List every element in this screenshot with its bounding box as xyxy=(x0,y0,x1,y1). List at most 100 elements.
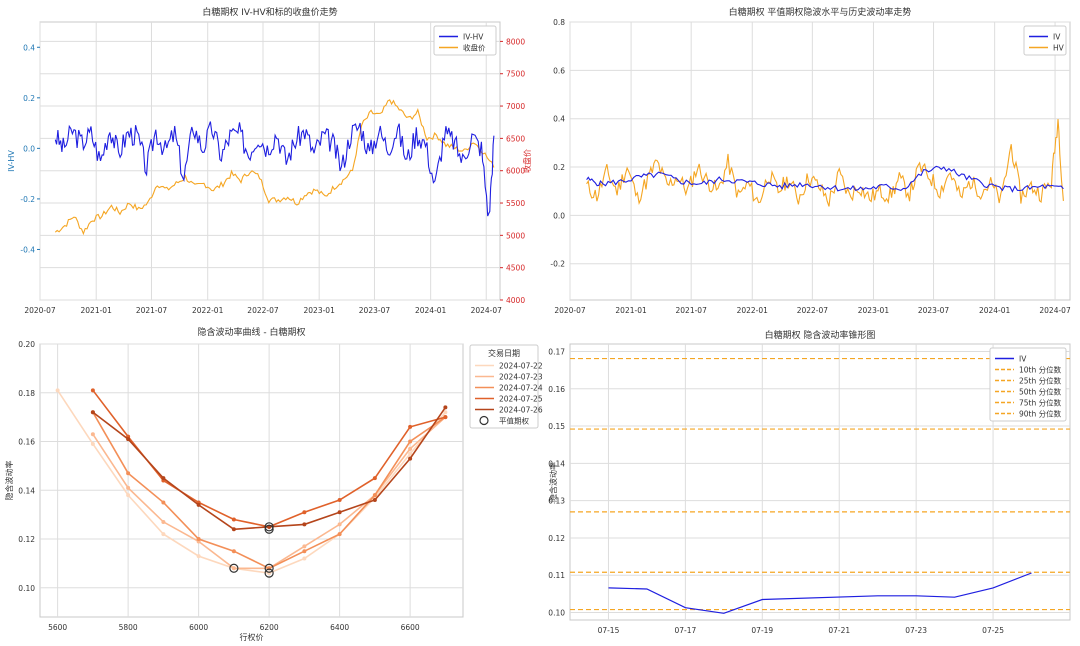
data-point xyxy=(337,522,342,527)
y2-tick-label: 5000 xyxy=(506,231,525,240)
y-tick-label: -0.2 xyxy=(20,195,35,204)
series-line-iv-hv xyxy=(54,121,495,217)
x-tick-label: 2021-07 xyxy=(136,306,168,315)
y-tick-label: 0.10 xyxy=(18,584,35,593)
data-point xyxy=(196,554,201,559)
y-tick-label: -0.4 xyxy=(20,245,35,254)
x-tick-label: 2020-07 xyxy=(24,306,56,315)
data-point xyxy=(126,437,131,442)
data-point xyxy=(90,432,95,437)
y-tick-label: 0.8 xyxy=(553,18,565,27)
x-tick-label: 07-17 xyxy=(674,626,696,635)
y-tick-label: 0.11 xyxy=(548,571,565,580)
legend-label: 2024-07-22 xyxy=(499,362,543,371)
chart-title: 白糖期权 平值期权隐波水平与历史波动率走势 xyxy=(729,6,912,18)
series-line-hv xyxy=(586,119,1064,207)
legend-label: 收盘价 xyxy=(463,43,486,53)
data-point xyxy=(443,405,448,410)
y-tick-label: 0.16 xyxy=(18,438,35,447)
data-point xyxy=(302,556,307,561)
x-tick-label: 2024-07 xyxy=(1039,306,1071,315)
legend-marker xyxy=(479,415,489,426)
legend-label: 2024-07-25 xyxy=(499,395,543,404)
data-point xyxy=(372,493,377,498)
x-tick-label: 2020-07 xyxy=(554,306,586,315)
y-tick-label: 0.4 xyxy=(553,115,565,124)
y-tick-label: 0.2 xyxy=(553,163,565,172)
x-tick-label: 2024-01 xyxy=(979,306,1011,315)
x-tick-label: 6400 xyxy=(330,623,349,632)
y-tick-label: 0.17 xyxy=(548,347,565,356)
plot-area xyxy=(39,343,464,618)
x-axis-label: 行权价 xyxy=(240,632,264,642)
legend-title: 交易日期 xyxy=(488,348,520,358)
y-tick-label: 0.18 xyxy=(18,389,35,398)
data-point xyxy=(408,439,413,444)
data-point xyxy=(231,517,236,522)
chart-title: 白糖期权 IV-HV和标的收盘价走势 xyxy=(202,6,337,18)
x-tick-label: 07-23 xyxy=(905,626,927,635)
data-point xyxy=(337,510,342,515)
data-point xyxy=(196,537,201,541)
x-tick-label: 6600 xyxy=(401,623,420,632)
series-line-iv xyxy=(608,572,1032,614)
y-axis-label: 隐含波动率 xyxy=(4,461,14,501)
y-axis-label: IV-HV xyxy=(7,150,16,172)
y-tick-label: 0.2 xyxy=(23,94,35,103)
data-point xyxy=(126,485,131,490)
legend-label: 75th 分位数 xyxy=(1019,398,1062,408)
data-point xyxy=(302,544,307,549)
chart-iv-cone: 07-15 07-17 07-19 07-21 07-23 07-25 0.10 0.11 0.… xyxy=(548,329,1071,635)
x-tick-label: 6000 xyxy=(189,623,208,632)
data-point xyxy=(231,549,236,554)
data-point xyxy=(126,471,131,476)
x-tick-label: 07-15 xyxy=(598,626,620,635)
x-tick-label: 2022-07 xyxy=(247,306,279,315)
data-point xyxy=(372,476,377,481)
legend-label: 2024-07-24 xyxy=(499,384,543,393)
data-point xyxy=(408,446,413,451)
atm-marker xyxy=(264,568,274,578)
y-tick-label: 0.20 xyxy=(18,340,35,349)
legend-label: IV-HV xyxy=(463,33,484,42)
y2-tick-label: 7500 xyxy=(506,70,525,79)
y-tick-label: 0.12 xyxy=(548,534,565,543)
data-point xyxy=(372,498,377,502)
x-tick-label: 07-19 xyxy=(751,626,773,635)
y2-tick-label: 4500 xyxy=(506,264,525,273)
x-tick-label: 5800 xyxy=(119,623,138,632)
data-point xyxy=(161,500,166,505)
y-tick-label: 0.0 xyxy=(553,211,565,220)
y-tick-label: 0.14 xyxy=(18,486,35,495)
data-point xyxy=(90,388,95,393)
x-tick-label: 2022-07 xyxy=(797,306,829,315)
data-point xyxy=(55,388,60,393)
x-tick-label: 07-25 xyxy=(982,626,1004,635)
x-tick-label: 2024-01 xyxy=(415,306,447,315)
x-tick-label: 2023-07 xyxy=(359,306,391,315)
x-tick-label: 2022-01 xyxy=(737,306,769,315)
y2-tick-label: 5500 xyxy=(506,199,525,208)
y-tick-label: 0.4 xyxy=(23,43,35,52)
y-axis-label: 隐含波动率 xyxy=(548,462,558,502)
y-tick-label: 0.15 xyxy=(548,422,565,431)
data-point xyxy=(302,522,307,527)
legend-label: 10th 分位数 xyxy=(1019,365,1062,375)
legend-label: IV xyxy=(1019,355,1027,364)
data-point xyxy=(196,502,201,507)
series-line-iv xyxy=(586,165,1064,193)
data-point xyxy=(337,532,342,537)
data-point xyxy=(126,493,131,498)
x-tick-label: 2023-01 xyxy=(858,306,890,315)
plot-area xyxy=(39,21,501,301)
data-point xyxy=(231,527,236,532)
legend-label: IV xyxy=(1053,33,1061,42)
y2-axis-label: 收盘价 xyxy=(522,149,532,173)
x-tick-label: 2021-01 xyxy=(615,306,647,315)
chart-iv-smile: 5600 5800 6000 6200 6400 6600 0.10 0.12 0.14 0.16… xyxy=(4,326,543,642)
data-point xyxy=(443,415,448,420)
x-tick-label: 2021-07 xyxy=(676,306,708,315)
data-point xyxy=(408,424,413,429)
data-point xyxy=(443,410,448,415)
